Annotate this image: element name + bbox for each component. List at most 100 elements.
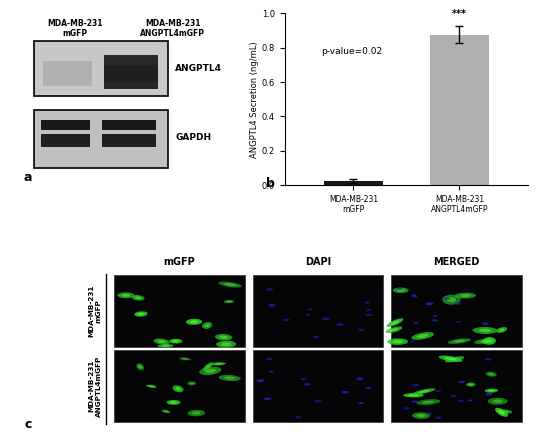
Ellipse shape — [192, 411, 201, 415]
Ellipse shape — [190, 320, 198, 323]
Ellipse shape — [488, 390, 495, 392]
Bar — [34, 110, 168, 168]
Ellipse shape — [392, 340, 403, 343]
Text: MDA-MB-231
mGFP: MDA-MB-231 mGFP — [88, 285, 101, 338]
Circle shape — [444, 298, 450, 300]
Circle shape — [426, 302, 433, 305]
Bar — [253, 275, 383, 347]
Text: ***: *** — [452, 9, 467, 19]
Circle shape — [366, 314, 372, 316]
Bar — [34, 41, 168, 96]
Ellipse shape — [445, 357, 457, 360]
Text: b: b — [266, 177, 275, 190]
Ellipse shape — [137, 313, 144, 315]
Circle shape — [268, 304, 276, 306]
Ellipse shape — [175, 387, 181, 391]
Ellipse shape — [204, 324, 210, 327]
Ellipse shape — [215, 334, 232, 340]
Ellipse shape — [205, 369, 216, 373]
Ellipse shape — [499, 410, 505, 415]
Circle shape — [269, 371, 274, 372]
Circle shape — [410, 340, 415, 342]
Bar — [114, 350, 245, 422]
Circle shape — [426, 412, 433, 415]
Circle shape — [364, 301, 370, 304]
Bar — [253, 350, 383, 422]
Circle shape — [336, 323, 343, 326]
Ellipse shape — [118, 293, 134, 298]
Ellipse shape — [162, 410, 170, 413]
Circle shape — [412, 384, 419, 386]
Ellipse shape — [202, 322, 212, 329]
Ellipse shape — [172, 340, 179, 343]
Ellipse shape — [447, 297, 456, 302]
Circle shape — [403, 407, 410, 410]
Ellipse shape — [397, 289, 405, 292]
Ellipse shape — [132, 295, 144, 301]
Ellipse shape — [147, 385, 157, 388]
Circle shape — [458, 400, 464, 402]
Circle shape — [456, 321, 461, 323]
Bar — [105, 65, 158, 82]
Ellipse shape — [179, 357, 191, 360]
Bar — [41, 120, 90, 130]
Ellipse shape — [493, 400, 503, 403]
Ellipse shape — [182, 358, 188, 359]
Ellipse shape — [385, 326, 402, 333]
Ellipse shape — [496, 409, 513, 414]
Ellipse shape — [453, 340, 465, 343]
Ellipse shape — [460, 294, 471, 297]
Ellipse shape — [411, 332, 434, 340]
Ellipse shape — [479, 329, 492, 332]
Circle shape — [365, 387, 371, 389]
Ellipse shape — [393, 288, 409, 293]
Ellipse shape — [224, 376, 235, 380]
Circle shape — [486, 393, 493, 396]
Ellipse shape — [479, 340, 490, 343]
Text: MDA-MB-231: MDA-MB-231 — [47, 19, 103, 28]
Circle shape — [482, 322, 489, 325]
Ellipse shape — [439, 355, 462, 362]
Ellipse shape — [495, 408, 508, 417]
Circle shape — [303, 383, 310, 386]
Ellipse shape — [188, 410, 205, 416]
Ellipse shape — [164, 410, 168, 412]
Circle shape — [358, 402, 364, 404]
Text: ANGPTL4mGFP: ANGPTL4mGFP — [140, 29, 205, 38]
Circle shape — [282, 318, 290, 321]
Bar — [102, 134, 156, 148]
Circle shape — [266, 288, 273, 291]
Bar — [105, 54, 158, 89]
Ellipse shape — [473, 327, 497, 334]
Ellipse shape — [154, 339, 170, 345]
Ellipse shape — [157, 344, 174, 347]
Bar — [114, 275, 245, 347]
Circle shape — [412, 294, 416, 296]
Text: DAPI: DAPI — [305, 256, 331, 267]
Circle shape — [455, 302, 461, 305]
Circle shape — [266, 358, 273, 360]
Circle shape — [432, 319, 438, 322]
Text: MERGED: MERGED — [433, 256, 480, 267]
Ellipse shape — [418, 390, 430, 393]
Ellipse shape — [488, 398, 508, 405]
Ellipse shape — [122, 294, 130, 297]
Ellipse shape — [417, 414, 425, 417]
Ellipse shape — [387, 339, 408, 345]
Ellipse shape — [485, 388, 498, 392]
Ellipse shape — [409, 394, 419, 396]
Ellipse shape — [162, 345, 170, 347]
Ellipse shape — [482, 337, 496, 345]
Text: mGFP: mGFP — [63, 29, 88, 38]
Ellipse shape — [134, 311, 148, 317]
Ellipse shape — [390, 328, 398, 331]
Ellipse shape — [226, 301, 232, 302]
Ellipse shape — [139, 365, 142, 368]
Bar — [41, 134, 90, 148]
Circle shape — [413, 322, 418, 324]
Ellipse shape — [149, 385, 154, 387]
Circle shape — [356, 377, 363, 380]
Ellipse shape — [188, 381, 196, 385]
Bar — [44, 62, 92, 86]
Ellipse shape — [215, 363, 222, 365]
